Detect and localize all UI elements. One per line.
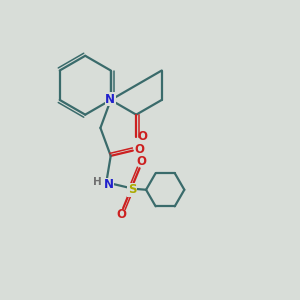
Text: O: O <box>134 142 144 156</box>
Text: O: O <box>117 208 127 221</box>
Text: N: N <box>105 93 115 106</box>
Text: O: O <box>138 130 148 143</box>
Text: H: H <box>93 177 102 188</box>
Text: S: S <box>128 183 136 196</box>
Text: O: O <box>136 155 146 168</box>
Text: N: N <box>104 178 114 191</box>
